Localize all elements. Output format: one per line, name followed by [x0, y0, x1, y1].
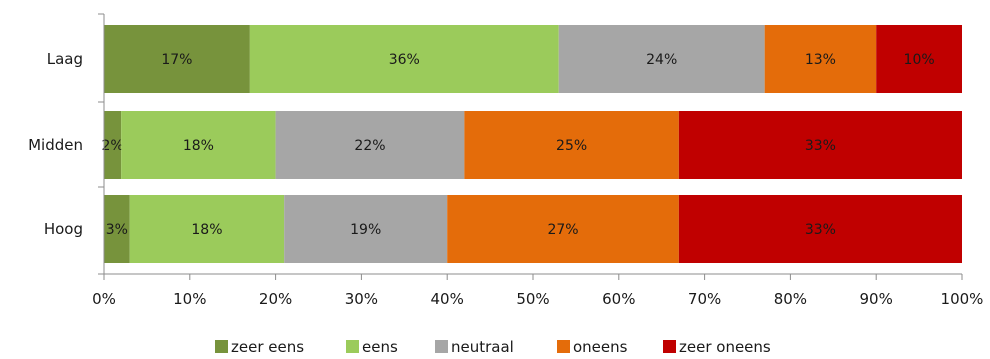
legend-label-zeer-eens: zeer eens — [231, 338, 304, 356]
bar-midden-zeer-oneens — [678, 111, 962, 179]
x-tick-label: 20% — [259, 290, 292, 308]
x-tick-label: 30% — [345, 290, 378, 308]
legend-item-zeer-eens: zeer eens — [215, 338, 304, 356]
bar-laag-eens — [249, 25, 559, 93]
bar-midden-neutraal — [275, 111, 465, 179]
data-label-laag-zeer-eens: 17% — [161, 52, 192, 68]
bar-hoog-zeer-eens — [104, 195, 130, 263]
data-label-laag-eens: 36% — [389, 52, 420, 68]
x-tick-label: 90% — [860, 290, 893, 308]
legend-item-eens: eens — [346, 338, 398, 356]
legend-item-oneens: oneens — [557, 338, 628, 356]
category-label-laag: Laag — [47, 50, 83, 68]
bar-hoog-zeer-oneens — [678, 195, 962, 263]
bar-midden-eens — [121, 111, 276, 179]
legend-label-zeer-oneens: zeer oneens — [679, 338, 771, 356]
x-tick-label: 100% — [941, 290, 984, 308]
x-tick-label: 10% — [173, 290, 206, 308]
legend-label-eens: eens — [362, 338, 398, 356]
legend-swatch-zeer-eens — [215, 340, 228, 353]
data-label-hoog-oneens: 27% — [547, 222, 578, 238]
data-label-laag-zeer-oneens: 10% — [904, 52, 935, 68]
legend-label-neutraal: neutraal — [451, 338, 514, 356]
legend-swatch-eens — [346, 340, 359, 353]
legend-swatch-zeer-oneens — [663, 340, 676, 353]
axis-layer: 0% 10% 20% 30% 40% 50% 60% 70% 80% 90% 100% — [92, 13, 984, 308]
category-label-hoog: Hoog — [44, 220, 83, 238]
bar-hoog-eens — [129, 195, 285, 263]
bar-laag-zeer-oneens — [876, 25, 962, 93]
data-label-hoog-eens: 18% — [191, 222, 222, 238]
x-tick-label: 50% — [516, 290, 549, 308]
data-label-laag-neutraal: 24% — [646, 52, 677, 68]
bar-hoog-neutraal — [284, 195, 448, 263]
data-label-midden-neutraal: 22% — [354, 138, 385, 154]
data-label-hoog-neutraal: 19% — [350, 222, 381, 238]
legend-label-oneens: oneens — [573, 338, 628, 356]
data-label-laag-oneens: 13% — [805, 52, 836, 68]
category-labels: Laag Midden Hoog — [28, 50, 83, 238]
bars-layer: 17% 36% 24% 13% 10% 2% 18% 22% 25% 33% 3% 18% 19% 27%… — [101, 25, 962, 263]
x-tick-label: 70% — [688, 290, 721, 308]
bar-laag-neutraal — [558, 25, 765, 93]
x-tick-label: 40% — [431, 290, 464, 308]
data-label-midden-eens: 18% — [183, 138, 214, 154]
legend: zeer eens eens neutraal oneens zeer oneens — [215, 338, 771, 356]
bar-midden-oneens — [464, 111, 679, 179]
data-label-midden-zeer-oneens: 33% — [805, 138, 836, 154]
legend-swatch-neutraal — [435, 340, 448, 353]
bar-hoog-oneens — [447, 195, 679, 263]
x-tick-label: 60% — [602, 290, 635, 308]
bar-midden-zeer-eens — [104, 111, 122, 179]
data-label-hoog-zeer-oneens: 33% — [805, 222, 836, 238]
legend-swatch-oneens — [557, 340, 570, 353]
data-label-midden-oneens: 25% — [556, 138, 587, 154]
bar-laag-zeer-eens — [104, 25, 250, 93]
x-tick-label: 80% — [774, 290, 807, 308]
x-tick-label: 0% — [92, 290, 116, 308]
data-label-hoog-zeer-eens: 3% — [106, 222, 128, 238]
legend-item-zeer-oneens: zeer oneens — [663, 338, 771, 356]
category-label-midden: Midden — [28, 136, 83, 154]
bar-laag-oneens — [764, 25, 877, 93]
legend-item-neutraal: neutraal — [435, 338, 514, 356]
data-label-midden-zeer-eens: 2% — [101, 138, 123, 154]
